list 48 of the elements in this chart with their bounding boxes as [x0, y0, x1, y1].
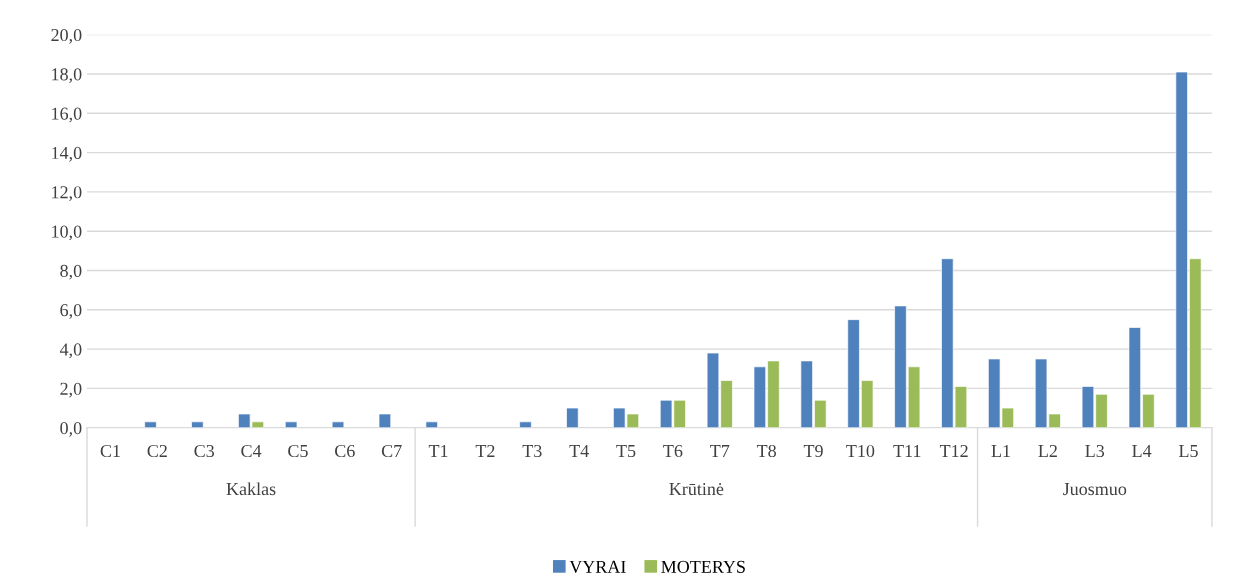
bar: [191, 421, 204, 428]
x-tick-label: C4: [241, 444, 262, 458]
legend-label: MOTERYS: [661, 560, 745, 573]
bar: [284, 421, 298, 428]
y-tick-label: 6,0: [60, 304, 82, 319]
x-tick-label: T8: [756, 444, 776, 458]
y-tick-label: 20,0: [51, 28, 82, 44]
y-tick-label: 14,0: [52, 146, 82, 162]
x-tick-label: T7: [710, 445, 730, 457]
x-tick-label: T6: [663, 444, 683, 458]
x-tick-label: L4: [1132, 445, 1152, 457]
x-tick-label: L1: [991, 445, 1010, 457]
x-tick-label: T4: [569, 445, 589, 457]
x-tick-label: C2: [147, 444, 167, 458]
x-tick-label: T9: [803, 444, 823, 458]
x-tick-label: L2: [1038, 444, 1057, 457]
x-tick-label: L3: [1085, 444, 1105, 458]
x-tick-label: C6: [335, 444, 355, 458]
x-tick-label: T12: [939, 444, 968, 457]
x-tick-label: C3: [194, 444, 215, 458]
y-tick-label: 0,0: [60, 421, 82, 437]
y-tick-label: 12,0: [52, 186, 82, 201]
x-tick-label: T10: [846, 444, 875, 458]
bar: [519, 421, 532, 428]
y-tick-label: 2,0: [60, 382, 82, 398]
text: Krūtinė: [669, 482, 724, 496]
y-tick-label: 16,0: [52, 107, 82, 123]
x-tick-label: T5: [616, 445, 636, 458]
bar: [566, 407, 579, 428]
bar: [144, 421, 157, 428]
x-tick-label: C1: [100, 444, 120, 458]
x-tick-label: T3: [522, 444, 542, 458]
text: Kaklas: [226, 482, 276, 496]
legend-label: VYRAI: [569, 560, 626, 573]
bar: [425, 421, 438, 428]
x-tick-label: T11: [893, 445, 921, 457]
y-tick-label: 18,0: [52, 68, 82, 84]
x-tick-label: C5: [288, 444, 308, 458]
x-tick-label: T1: [428, 445, 448, 457]
y-tick-label: 4,0: [59, 343, 82, 359]
x-tick-label: L5: [1178, 445, 1198, 458]
text: Juosmuo: [1063, 483, 1127, 496]
bar: [331, 421, 345, 428]
x-tick-label: C7: [381, 444, 402, 458]
bar: [378, 413, 392, 428]
y-tick-label: 10,0: [52, 225, 82, 241]
x-tick-label: T2: [475, 444, 495, 457]
y-tick-label: 8,0: [60, 264, 82, 280]
